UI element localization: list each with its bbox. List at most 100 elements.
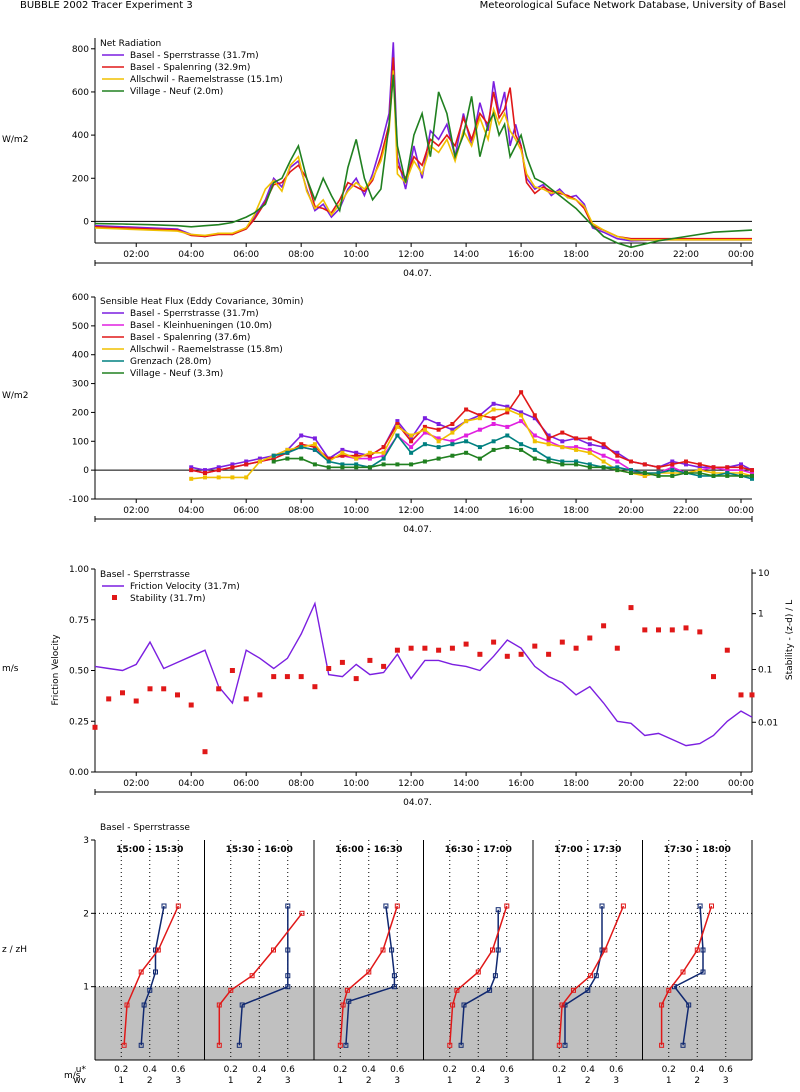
series-marker (615, 465, 620, 470)
series-marker (629, 471, 633, 475)
x-tick-label: 14:00 (453, 779, 479, 789)
series-marker (574, 459, 579, 464)
date-label: 04.07. (403, 269, 432, 279)
series-marker (216, 465, 221, 470)
wv-tick-label: 1 (556, 1076, 562, 1086)
series-marker (656, 465, 661, 470)
series-marker (381, 445, 386, 450)
series-marker (326, 459, 331, 464)
series-marker (491, 439, 496, 444)
friction-velocity-marker (340, 1002, 346, 1008)
series-marker (546, 651, 552, 657)
series-marker (409, 450, 414, 455)
ustar-tick-label: 0.6 (281, 1065, 296, 1075)
wv-tick-label: 1 (228, 1076, 234, 1086)
series-marker (450, 442, 455, 447)
legend-label: Basel - Kleinhueningen (10.0m) (130, 321, 272, 331)
x-tick-label: 06:00 (233, 779, 259, 789)
friction-velocity-marker (602, 947, 608, 953)
series-marker (381, 450, 386, 455)
series-marker (477, 427, 482, 432)
series-marker (601, 459, 606, 464)
x-tick-label: 22:00 (673, 506, 699, 516)
chart-title: Basel - Sperrstrasse (100, 823, 190, 833)
series-marker (257, 692, 263, 698)
legend-label: Grenzach (28.0m) (130, 357, 211, 367)
series-marker (560, 459, 565, 464)
wv-tick-label: 2 (147, 1076, 153, 1086)
series-marker (381, 453, 386, 458)
friction-velocity-marker (216, 1002, 222, 1008)
series-marker (395, 419, 400, 424)
series-marker (587, 436, 592, 441)
series-marker (750, 468, 754, 473)
series-marker (395, 424, 400, 429)
series-marker (559, 639, 565, 645)
series-marker (670, 465, 675, 470)
friction-velocity-marker (121, 1042, 127, 1048)
series-marker (601, 445, 606, 450)
friction-velocity-marker (588, 973, 594, 979)
y-tick-label: 1 (83, 983, 89, 993)
y-tick-label: 400 (72, 131, 89, 141)
ustar-tick-label: 0.4 (143, 1065, 158, 1075)
friction-velocity-marker (556, 1042, 562, 1048)
x-tick-label: 10:00 (343, 506, 369, 516)
series-marker (642, 627, 648, 633)
series-marker (491, 639, 497, 645)
series-marker (532, 456, 537, 461)
legend-label: Basel - Spalenring (37.6m) (130, 333, 250, 343)
series-marker (422, 645, 428, 651)
series-marker (532, 413, 537, 418)
friction-velocity-marker (571, 987, 576, 993)
x-tick-label: 12:00 (398, 506, 424, 516)
y-axis-label-right: Stability - (z-d) / L (785, 600, 795, 680)
series-marker (230, 465, 235, 470)
series-marker (422, 427, 427, 432)
series-marker (271, 456, 276, 461)
wv-tick-label: 3 (175, 1076, 181, 1086)
legend-label: Basel - Sperrstrasse (31.7m) (130, 51, 259, 61)
series-marker (395, 433, 400, 438)
y-tick-label: 1.00 (69, 565, 89, 575)
series-marker (450, 430, 455, 435)
wind-speed-marker (153, 969, 158, 975)
series-marker (409, 439, 414, 444)
ustar-tick-label: 0.4 (690, 1065, 705, 1075)
series-marker (749, 692, 755, 698)
series-marker (422, 442, 427, 447)
wind-speed-marker (141, 1002, 147, 1008)
wv-tick-label: 3 (723, 1076, 729, 1086)
legend-marker (112, 595, 117, 600)
series-marker (409, 433, 414, 438)
series-marker (519, 419, 524, 424)
series-marker (449, 645, 455, 651)
friction-velocity-marker (620, 903, 626, 909)
legend-label: Basel - Sperrstrasse (31.7m) (130, 309, 259, 319)
panel-label: 15:00 - 15:30 (116, 845, 183, 855)
y-axis-label: m/s (2, 664, 19, 674)
series-marker (697, 465, 702, 470)
ustar-tick-label: 0.2 (662, 1065, 676, 1075)
y-axis-label-left: Friction Velocity (51, 634, 61, 706)
series-marker (725, 468, 730, 473)
ustar-tick-label: 0.2 (552, 1065, 566, 1075)
friction-velocity-marker (155, 947, 161, 953)
series-marker (244, 462, 249, 467)
series-marker (546, 439, 551, 444)
ustar-tick-label: 0.6 (390, 1065, 405, 1075)
wind-speed-marker (495, 947, 501, 953)
series-marker (202, 749, 208, 755)
friction-velocity-marker (394, 903, 400, 909)
series-marker (230, 475, 235, 480)
friction-velocity-marker (249, 973, 255, 979)
wind-speed-marker (599, 903, 605, 909)
series-marker (670, 473, 675, 478)
series-marker (532, 439, 537, 444)
x-tick-label: 18:00 (563, 779, 589, 789)
series-marker (656, 473, 661, 478)
series-marker (739, 473, 743, 478)
series-marker (257, 459, 262, 464)
wind-speed-marker (138, 1042, 144, 1048)
series-marker (615, 468, 620, 473)
